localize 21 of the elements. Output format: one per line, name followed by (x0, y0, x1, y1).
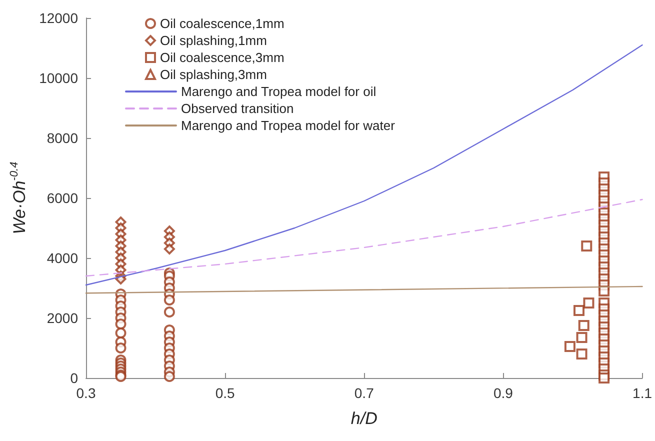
legend-label: Oil splashing,1mm (160, 33, 267, 48)
y-tick-label: 4000 (46, 250, 78, 266)
x-tick-label: 0.5 (215, 385, 236, 401)
x-tick-label: 0.9 (493, 385, 514, 401)
y-tick-label: 10000 (39, 70, 78, 86)
x-tick-label: 0.7 (354, 385, 374, 401)
y-tick-label: 0 (70, 370, 78, 386)
x-tick-label: 0.3 (76, 385, 96, 401)
legend-label: Marengo and Tropea model for oil (181, 84, 376, 99)
y-tick-label: 6000 (46, 190, 78, 206)
y-tick-label: 12000 (39, 10, 78, 26)
y-tick-label: 2000 (46, 310, 78, 326)
legend-label: Oil splashing,3mm (160, 67, 267, 82)
legend-label: Observed transition (181, 101, 294, 116)
y-axis-title: We·Oh-0.4 (8, 162, 29, 234)
legend-label: Oil coalescence,1mm (160, 16, 284, 31)
x-tick-label: 1.1 (632, 385, 652, 401)
y-tick-label: 8000 (46, 130, 78, 146)
legend-label: Oil coalescence,3mm (160, 50, 284, 65)
x-axis-title: h/D (350, 409, 378, 428)
legend-label: Marengo and Tropea model for water (181, 118, 396, 133)
